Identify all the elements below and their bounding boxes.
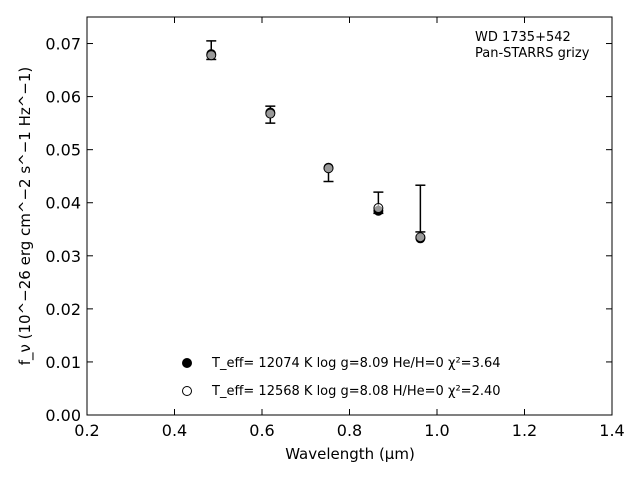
x-axis-label: Wavelength (μm) xyxy=(285,445,415,463)
data-point-open xyxy=(415,232,426,243)
y-tick-label: 0.05 xyxy=(45,141,81,160)
annotation-line-1: WD 1735+542 xyxy=(475,30,571,45)
x-tick-label: 0.6 xyxy=(249,421,274,440)
data-point-open xyxy=(265,108,276,119)
y-tick-label: 0.06 xyxy=(45,88,81,107)
x-tick-label: 0.8 xyxy=(337,421,362,440)
legend: T_eff= 12074 K log g=8.09 He/H=0 χ²=3.64… xyxy=(182,356,501,399)
y-tick-label: 0.03 xyxy=(45,247,81,266)
y-tick-label: 0.00 xyxy=(45,406,81,425)
legend-marker-filled xyxy=(182,358,192,368)
y-tick-label: 0.01 xyxy=(45,353,81,372)
legend-label-0: T_eff= 12074 K log g=8.09 He/H=0 χ²=3.64 xyxy=(211,356,501,371)
legend-marker-open xyxy=(182,386,192,396)
y-tick-label: 0.07 xyxy=(45,35,81,54)
legend-label-1: T_eff= 12568 K log g=8.08 H/He=0 χ²=2.40 xyxy=(211,384,501,399)
x-tick-label: 1.0 xyxy=(424,421,449,440)
markers xyxy=(206,49,426,244)
ticks: 0.2 0.4 0.6 0.8 1.0 1.2 1.4 0.00 0.01 0.02 0.03 0.0… xyxy=(45,17,625,440)
y-axis-label: f_ν (10^−26 erg cm^−2 s^−1 Hz^−1) xyxy=(16,67,35,366)
plot-frame xyxy=(86,16,613,416)
x-tick-label: 0.4 xyxy=(162,421,187,440)
data-point-open xyxy=(206,50,217,61)
y-tick-label: 0.02 xyxy=(45,300,81,319)
data-point-open xyxy=(373,203,384,214)
x-tick-label: 1.4 xyxy=(599,421,624,440)
x-tick-label: 1.2 xyxy=(512,421,537,440)
y-tick-label: 0.04 xyxy=(45,194,81,213)
x-tick-label: 0.2 xyxy=(74,421,99,440)
annotation-line-2: Pan-STARRS grizy xyxy=(475,46,590,61)
data-point-open xyxy=(323,163,334,174)
